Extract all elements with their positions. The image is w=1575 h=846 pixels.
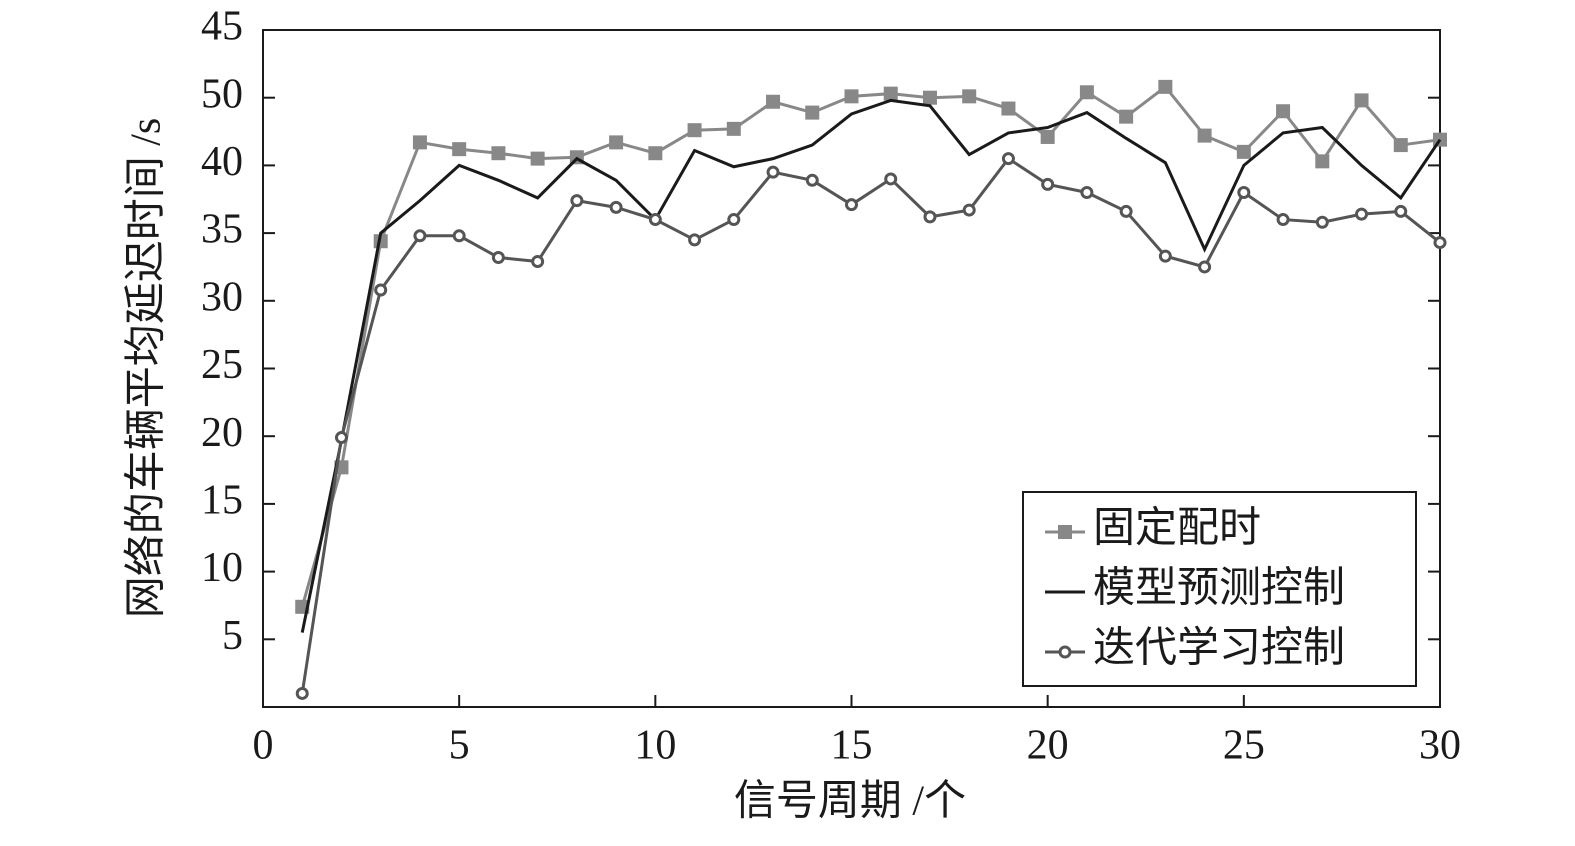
marker <box>334 431 348 445</box>
x-tick-label: 25 <box>1223 723 1265 769</box>
marker <box>766 94 781 109</box>
legend-label: 迭代学习控制 <box>1093 625 1345 672</box>
marker <box>688 233 702 247</box>
marker <box>648 146 663 161</box>
marker <box>1119 109 1134 124</box>
marker <box>923 210 937 224</box>
marker <box>1393 138 1408 153</box>
marker <box>844 89 859 104</box>
marker <box>452 229 466 243</box>
marker <box>1001 101 1016 116</box>
y-tick-label: 10 <box>201 545 243 591</box>
marker <box>609 135 624 150</box>
marker <box>727 213 741 227</box>
legend-label: 模型预测控制 <box>1093 566 1345 612</box>
y-axis-label: 网络的车辆平均延迟时间 /s <box>123 118 170 619</box>
x-axis-label: 信号周期 /个 <box>734 779 966 825</box>
marker <box>1040 129 1055 144</box>
marker <box>883 86 898 101</box>
marker <box>805 173 819 187</box>
marker <box>491 250 505 264</box>
marker <box>1158 249 1172 263</box>
y-tick-label: 15 <box>201 478 243 524</box>
marker <box>687 123 702 138</box>
marker <box>1158 79 1173 94</box>
marker <box>609 200 623 214</box>
x-tick-label: 5 <box>449 723 470 769</box>
marker <box>295 686 309 700</box>
marker <box>412 135 427 150</box>
marker <box>1355 207 1369 221</box>
marker <box>1197 128 1212 143</box>
marker <box>1119 204 1133 218</box>
x-tick-label: 15 <box>831 723 873 769</box>
marker <box>726 121 741 136</box>
y-tick-label: 5 <box>222 613 243 659</box>
marker <box>1236 144 1251 159</box>
marker <box>962 203 976 217</box>
marker <box>1354 93 1369 108</box>
legend-label: 固定配时 <box>1093 505 1261 552</box>
y-tick-label: 40 <box>201 139 243 185</box>
marker <box>413 229 427 243</box>
marker <box>1433 236 1447 250</box>
marker <box>374 283 388 297</box>
x-tick-label: 0 <box>253 723 274 769</box>
marker <box>531 255 545 269</box>
marker <box>1041 177 1055 191</box>
marker <box>530 151 545 166</box>
y-tick-label: 25 <box>201 342 243 388</box>
marker <box>845 198 858 212</box>
marker <box>452 142 467 157</box>
series-line <box>300 98 1442 633</box>
marker <box>491 146 506 161</box>
legend-marker <box>1058 525 1072 539</box>
marker <box>805 105 820 120</box>
marker <box>1080 185 1094 199</box>
marker <box>1394 204 1408 218</box>
y-tick-label: 20 <box>201 410 243 456</box>
marker <box>1198 260 1212 274</box>
x-tick-label: 30 <box>1419 723 1461 769</box>
marker <box>962 89 977 104</box>
y-tick-label: 35 <box>201 207 243 253</box>
x-tick-label: 20 <box>1027 723 1069 769</box>
marker <box>766 165 780 179</box>
marker <box>1001 152 1015 166</box>
series-line <box>300 156 1441 694</box>
y-tick-label: 45 <box>201 4 243 50</box>
marker <box>1237 185 1251 199</box>
marker <box>1315 154 1330 169</box>
marker <box>1079 85 1094 100</box>
marker <box>922 90 937 105</box>
x-tick-label: 10 <box>634 723 676 769</box>
marker <box>1315 215 1329 229</box>
marker <box>1276 104 1291 119</box>
legend-marker <box>1058 645 1072 659</box>
marker <box>648 213 662 227</box>
legend-box <box>1022 491 1417 687</box>
y-tick-label: 50 <box>201 71 243 117</box>
marker <box>884 172 898 186</box>
marker <box>1276 213 1290 227</box>
marker <box>570 194 584 208</box>
y-tick-label: 30 <box>201 274 243 320</box>
